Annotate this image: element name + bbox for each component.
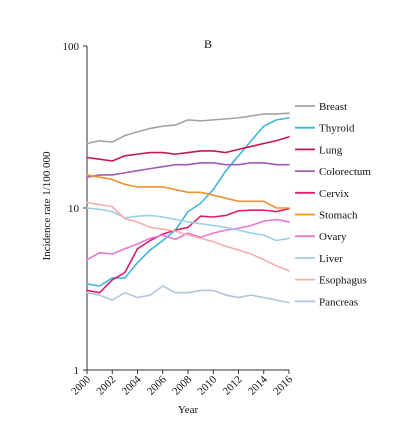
series-lines xyxy=(86,112,290,304)
legend-label: Pancreas xyxy=(319,296,358,308)
series-line-colorectum xyxy=(86,162,290,178)
series-line-cervix xyxy=(86,207,290,294)
y-axis-title: Incidence rate 1/100 000 xyxy=(41,151,53,261)
x-tick-label: 2016 xyxy=(271,373,295,397)
y-tick-label: 100 xyxy=(63,41,80,53)
series-line-ovary xyxy=(86,218,290,261)
x-tick-label: 2006 xyxy=(145,373,169,397)
legend-label: Esophagus xyxy=(319,275,367,287)
legend-item-cervix: Cervix xyxy=(295,188,349,200)
series-line-esophagus xyxy=(86,201,290,272)
legend-item-colorectum: Colorectum xyxy=(295,166,371,178)
legend-item-liver: Liver xyxy=(295,253,343,265)
series-line-stomach xyxy=(86,174,290,209)
x-tick-label: 2002 xyxy=(94,374,118,398)
series-line-thyroid xyxy=(86,117,290,287)
x-ticks: 2000 2002 2004 2006 2008 2010 2012 2014 2016 xyxy=(69,370,295,398)
panel-label: B xyxy=(204,37,212,51)
axes xyxy=(86,46,289,371)
legend-label: Colorectum xyxy=(319,166,371,178)
legend-item-thyroid: Thyroid xyxy=(295,123,355,135)
legend: Breast Thyroid Lung Colorectum Cervix Stomach… xyxy=(295,101,371,308)
x-tick-label: 2012 xyxy=(221,374,245,398)
series-line-liver xyxy=(86,207,290,242)
legend-label: Ovary xyxy=(319,231,347,243)
legend-item-stomach: Stomach xyxy=(295,210,358,222)
x-tick-label: 2010 xyxy=(195,373,219,397)
series-line-pancreas xyxy=(86,285,290,304)
series-line-lung xyxy=(86,136,290,162)
legend-item-lung: Lung xyxy=(295,144,343,156)
y-tick-label: 10 xyxy=(68,203,80,215)
legend-item-esophagus: Esophagus xyxy=(295,275,367,287)
legend-item-breast: Breast xyxy=(295,101,347,113)
x-tick-label: 2004 xyxy=(120,373,144,397)
legend-label: Liver xyxy=(319,253,343,265)
legend-label: Cervix xyxy=(319,188,349,200)
x-tick-label: 2008 xyxy=(170,373,194,397)
legend-item-ovary: Ovary xyxy=(295,231,347,243)
legend-label: Breast xyxy=(319,101,347,113)
legend-label: Lung xyxy=(319,144,343,156)
legend-label: Thyroid xyxy=(319,123,355,135)
y-tick-label: 1 xyxy=(74,365,80,377)
legend-item-pancreas: Pancreas xyxy=(295,296,358,308)
x-tick-label: 2014 xyxy=(246,373,270,397)
y-ticks: 1 10 100 xyxy=(63,41,87,377)
series-line-breast xyxy=(86,112,290,145)
legend-label: Stomach xyxy=(319,210,358,222)
x-axis-title: Year xyxy=(178,404,199,416)
